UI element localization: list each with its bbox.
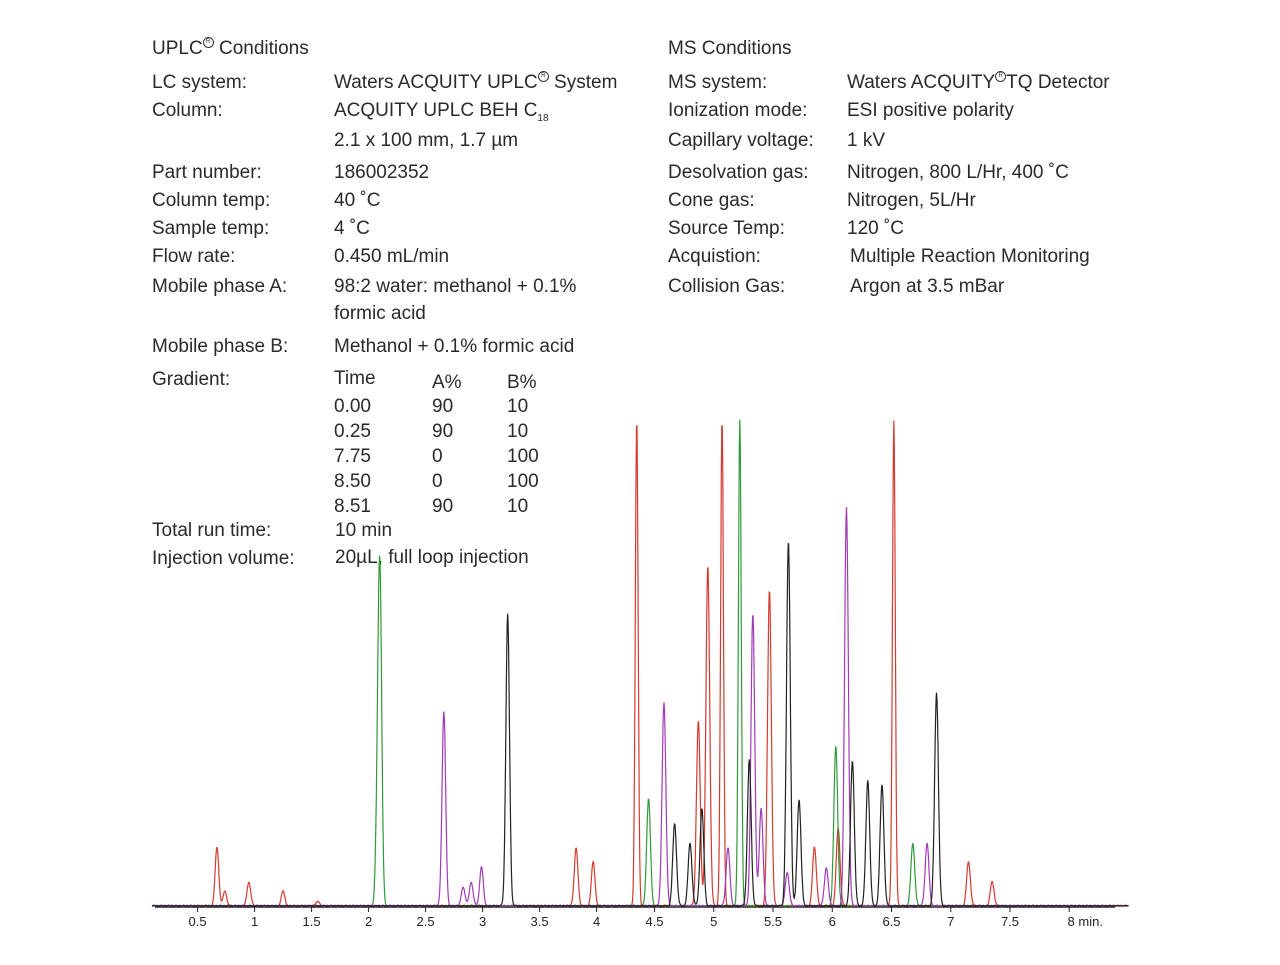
gradient-cell: 10 — [507, 396, 529, 417]
gradient-cell: 8.50 — [334, 471, 371, 492]
x-tick-label: 4 — [593, 914, 600, 929]
gradient-cell: 0.00 — [334, 396, 371, 417]
ms-value: Nitrogen, 800 L/Hr, 400 ˚C — [847, 162, 1069, 183]
x-tick-label: 7.5 — [1001, 914, 1019, 929]
uplc-value: 2.1 x 100 mm, 1.7 µm — [334, 130, 519, 151]
gradient-header: Time — [334, 368, 376, 389]
ms-label: MS system: — [668, 72, 768, 93]
x-tick-label: 6.5 — [882, 914, 900, 929]
uplc-value: 98:2 water: methanol + 0.1% — [334, 276, 577, 297]
x-tick-label: 1.5 — [303, 914, 321, 929]
ms-label: Ionization mode: — [668, 100, 808, 121]
x-tick-label: 8 min. — [1068, 914, 1103, 929]
uplc-value: Waters ACQUITY UPLC R System — [334, 71, 618, 93]
ms-label: Desolvation gas: — [668, 162, 809, 183]
uplc-value: 186002352 — [334, 162, 430, 183]
uplc-label: Flow rate: — [152, 246, 236, 267]
x-tick-label: 4.5 — [645, 914, 663, 929]
gradient-cell: 0 — [432, 471, 443, 492]
ms-value: Multiple Reaction Monitoring — [850, 246, 1090, 267]
chromatogram-trace-1 — [152, 420, 1129, 907]
registered-icon: R — [995, 71, 1007, 82]
uplc-label: Column temp: — [152, 190, 271, 211]
x-tick-label: 5.5 — [764, 914, 782, 929]
uplc-value: 4 ˚C — [334, 218, 370, 239]
uplc-label: Part number: — [152, 162, 262, 183]
injection-value: 20µL, full loop injection — [335, 547, 529, 568]
ms-value: Waters ACQUITY R TQ Detector — [847, 71, 1110, 93]
gradient-cell: 90 — [432, 421, 454, 442]
uplc-label: Mobile phase B: — [152, 336, 289, 357]
registered-icon: R — [537, 71, 549, 82]
gradient-cell: 10 — [507, 496, 529, 517]
ms-value: 1 kV — [847, 130, 886, 151]
x-tick-label: 1 — [251, 914, 258, 929]
gradient-cell: 0 — [432, 446, 443, 467]
ms-value: ESI positive polarity — [847, 100, 1014, 121]
ms-label: Cone gas: — [668, 190, 755, 211]
run-time-value: 10 min — [335, 520, 393, 541]
gradient-cell: 90 — [432, 396, 454, 417]
ms-label: Collision Gas: — [668, 276, 786, 297]
chromatogram-trace-4 — [151, 542, 1129, 907]
ms-title: MS Conditions — [668, 38, 792, 59]
uplc-label: Mobile phase A: — [152, 276, 288, 297]
ms-label: Acquistion: — [668, 246, 761, 267]
gradient-header: A% — [432, 372, 462, 393]
uplc-value: 0.450 mL/min — [334, 246, 450, 267]
x-tick-label: 2 — [365, 914, 372, 929]
uplc-label: LC system: — [152, 72, 248, 93]
uplc-label: Column: — [152, 100, 223, 121]
x-tick-label: 3.5 — [531, 914, 549, 929]
ms-label: Source Temp: — [668, 218, 785, 239]
gradient-cell: 10 — [507, 421, 529, 442]
uplc-value: formic acid — [334, 303, 426, 324]
ms-value: 120 ˚C — [847, 218, 905, 239]
uplc-label: Sample temp: — [152, 218, 270, 239]
gradient-cell: 90 — [432, 496, 454, 517]
gradient-cell: 0.25 — [334, 421, 371, 442]
gradient-header: B% — [507, 372, 537, 393]
uplc-value: Methanol + 0.1% formic acid — [334, 336, 575, 357]
gradient-cell: 100 — [507, 446, 539, 467]
chromatogram-trace-3 — [152, 507, 1129, 907]
ms-value: Nitrogen, 5L/Hr — [847, 190, 976, 211]
x-tick-label: 2.5 — [417, 914, 435, 929]
uplc-value: ACQUITY UPLC BEH C18 — [334, 100, 549, 124]
ms-value: Argon at 3.5 mBar — [850, 276, 1005, 297]
uplc-title: UPLC R Conditions — [152, 37, 309, 59]
uplc-value: 40 ˚C — [334, 190, 381, 211]
chromatogram-trace-2 — [151, 419, 1129, 907]
injection-label: Injection volume: — [152, 548, 295, 569]
x-tick-label: 3 — [479, 914, 486, 929]
run-time-label: Total run time: — [152, 520, 272, 541]
uplc-label: Gradient: — [152, 369, 231, 390]
x-tick-label: 0.5 — [189, 914, 207, 929]
x-tick-label: 6 — [829, 914, 836, 929]
gradient-cell: 7.75 — [334, 446, 371, 467]
registered-icon: R — [202, 37, 214, 48]
gradient-cell: 8.51 — [334, 496, 371, 517]
gradient-cell: 100 — [507, 471, 539, 492]
x-tick-label: 7 — [947, 914, 954, 929]
ms-label: Capillary voltage: — [668, 130, 814, 151]
x-tick-label: 5 — [710, 914, 717, 929]
